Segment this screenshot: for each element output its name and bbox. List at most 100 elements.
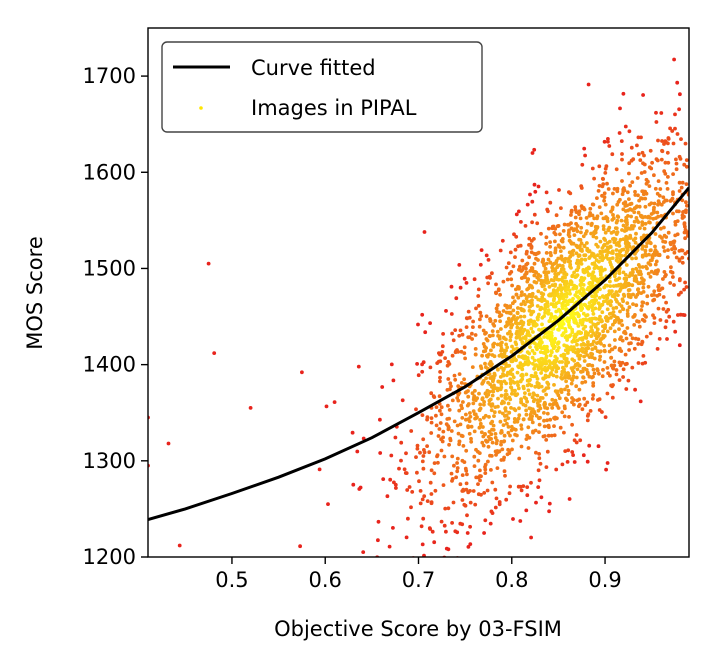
scatter-point — [582, 146, 587, 151]
scatter-point — [609, 209, 613, 214]
scatter-point — [402, 467, 407, 472]
scatter-point — [709, 253, 713, 257]
scatter-point — [617, 320, 622, 325]
scatter-point — [618, 309, 622, 314]
scatter-point — [442, 523, 447, 528]
scatter-point — [602, 198, 606, 203]
scatter-point — [506, 425, 511, 429]
scatter-point — [519, 427, 524, 431]
scatter-point — [598, 239, 603, 244]
legend-point-swatch — [199, 106, 203, 110]
scatter-point — [601, 367, 605, 372]
scatter-point — [621, 270, 626, 275]
scatter-point — [499, 343, 503, 348]
scatter-point — [499, 348, 503, 353]
scatter-point — [661, 277, 665, 281]
scatter-point — [656, 288, 661, 292]
scatter-point — [552, 383, 556, 387]
scatter-point — [641, 192, 646, 197]
scatter-point — [545, 301, 550, 306]
scatter-point — [610, 294, 615, 298]
scatter-point — [492, 383, 496, 388]
scatter-point — [571, 338, 576, 342]
scatter-point — [611, 322, 615, 327]
scatter-point — [663, 325, 668, 330]
scatter-point — [542, 283, 546, 288]
scatter-point — [656, 253, 661, 257]
scatter-point — [586, 273, 591, 278]
scatter-point — [425, 444, 429, 448]
scatter-point — [511, 375, 516, 380]
scatter-point — [654, 120, 659, 124]
scatter-point — [693, 187, 697, 191]
scatter-point — [519, 488, 524, 493]
scatter-point — [530, 220, 534, 225]
scatter-point — [564, 396, 568, 401]
scatter-point — [479, 366, 484, 371]
scatter-point — [510, 283, 514, 288]
scatter-point — [575, 398, 580, 403]
scatter-point — [675, 80, 680, 85]
scatter-point — [636, 361, 641, 365]
scatter-point — [535, 398, 540, 403]
scatter-point — [586, 249, 591, 254]
scatter-point — [427, 526, 432, 530]
scatter-point — [603, 315, 608, 320]
scatter-point — [472, 454, 477, 459]
scatter-point — [600, 184, 605, 189]
scatter-point — [589, 325, 594, 330]
scatter-point — [590, 308, 595, 313]
scatter-point — [605, 307, 610, 312]
scatter-point — [670, 247, 674, 252]
scatter-point — [648, 258, 653, 263]
scatter-point — [572, 233, 577, 238]
scatter-point — [584, 330, 588, 334]
scatter-point — [529, 535, 533, 540]
scatter-point — [621, 375, 625, 379]
scatter-point — [487, 352, 491, 357]
scatter-point — [434, 413, 438, 418]
scatter-point — [699, 216, 703, 220]
scatter-point — [627, 197, 631, 202]
scatter-point — [462, 345, 467, 350]
scatter-point — [317, 467, 322, 472]
scatter-point — [585, 418, 590, 423]
scatter-point — [691, 138, 695, 142]
scatter-point — [439, 412, 444, 417]
scatter-point — [507, 395, 512, 400]
scatter-point — [549, 371, 553, 375]
scatter-point — [695, 151, 699, 155]
scatter-point — [706, 188, 710, 192]
scatter-point — [503, 418, 508, 423]
scatter-point — [474, 306, 478, 311]
scatter-point — [627, 348, 631, 352]
scatter-point — [612, 329, 617, 334]
scatter-point — [597, 259, 601, 264]
scatter-point — [605, 461, 610, 465]
scatter-point — [566, 448, 571, 453]
scatter-point — [534, 295, 538, 300]
scatter-point — [596, 301, 601, 306]
scatter-point — [624, 263, 629, 267]
scatter-point — [553, 227, 558, 231]
scatter-point — [601, 334, 606, 338]
scatter-point — [391, 526, 395, 530]
scatter-point — [607, 343, 612, 348]
scatter-point — [621, 367, 626, 372]
scatter-point — [409, 505, 413, 510]
scatter-point — [498, 419, 503, 424]
scatter-point — [621, 237, 626, 242]
scatter-point — [522, 293, 527, 297]
scatter-point — [448, 381, 453, 386]
scatter-point — [525, 279, 530, 284]
scatter-point — [542, 298, 547, 302]
scatter-point — [609, 363, 614, 368]
scatter-point — [484, 253, 489, 258]
scatter-point — [639, 214, 644, 219]
scatter-point — [558, 249, 563, 254]
scatter-point — [459, 381, 464, 385]
legend-box — [161, 41, 483, 133]
scatter-point — [510, 438, 515, 443]
scatter-point — [647, 202, 652, 207]
scatter-point — [651, 216, 656, 221]
